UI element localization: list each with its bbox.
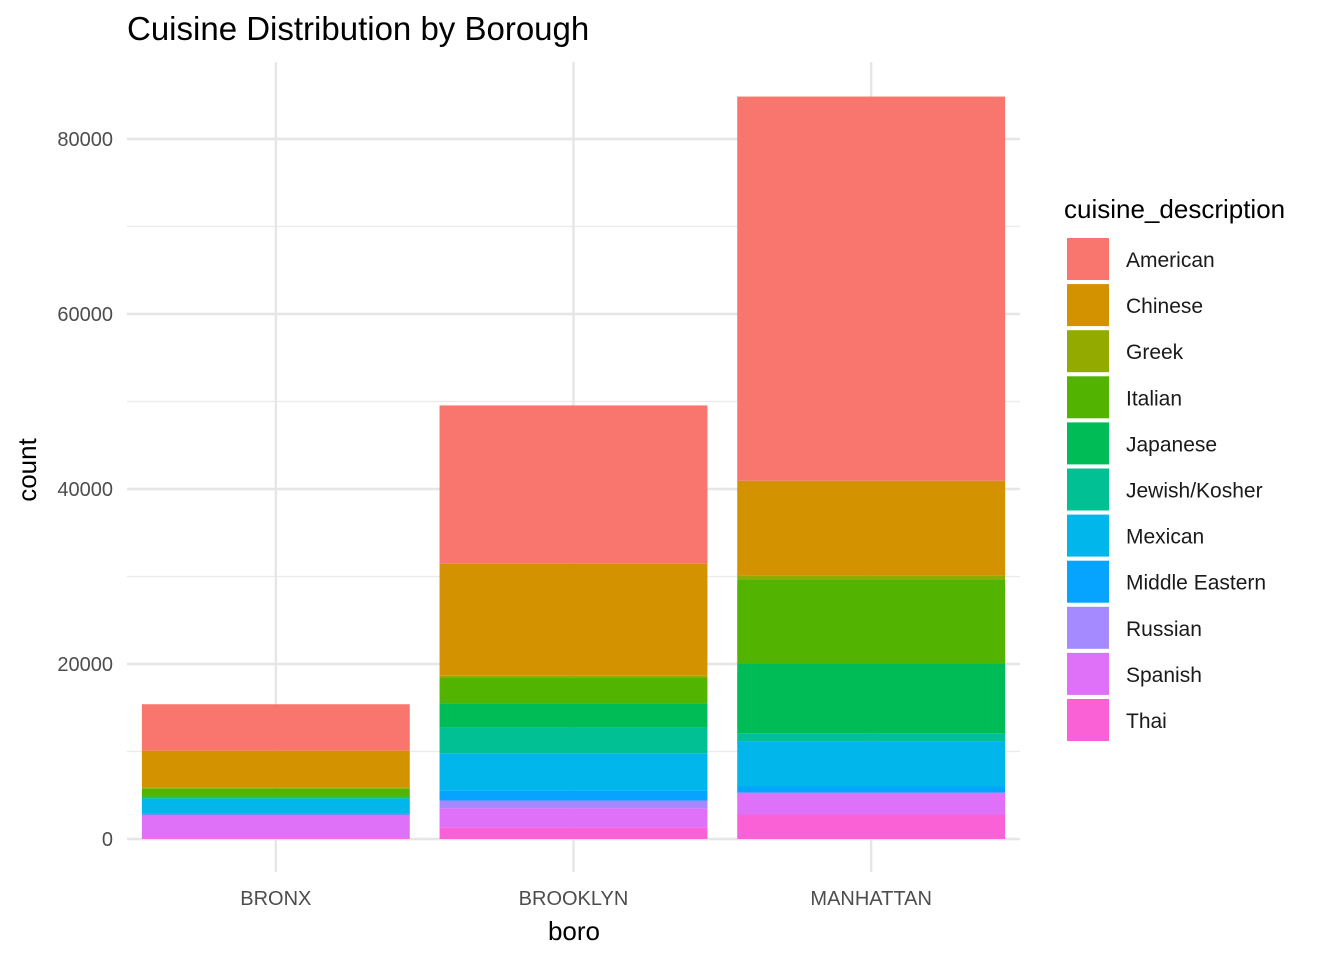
bar-segment-chinese-brooklyn [439,563,708,676]
legend-label: Jewish/Kosher [1126,480,1263,503]
chart-title: Cuisine Distribution by Borough [127,10,589,47]
y-tick-label: 80000 [57,129,113,151]
y-tick-label: 20000 [57,654,113,676]
bar-segment-jewish-kosher-manhattan [737,733,1006,742]
legend-label: Japanese [1126,433,1217,456]
legend-key [1067,652,1109,695]
bar-segment-jewish-kosher-brooklyn [439,727,708,754]
legend-key [1067,514,1109,557]
legend-key [1067,606,1109,649]
legend-title: cuisine_description [1064,194,1285,224]
y-tick-label: 60000 [57,304,113,326]
bar-segment-mexican-brooklyn [439,753,708,791]
bar-segment-spanish-brooklyn [439,808,708,828]
bar-segment-american-bronx [141,704,410,751]
legend-label: Greek [1126,341,1184,364]
bar-segment-american-manhattan [737,96,1006,481]
bar-segment-thai-bronx [141,838,410,839]
bar-segment-middle-eastern-brooklyn [439,790,708,801]
legend-label: Mexican [1126,526,1204,549]
bar-segment-middle-eastern-bronx [141,813,410,815]
legend-label: American [1126,249,1215,272]
bar-segment-italian-brooklyn [439,678,708,704]
bar-segment-jewish-kosher-bronx [141,797,410,799]
bar-segment-mexican-manhattan [737,741,1006,787]
legend-key [1067,330,1109,373]
bar-segment-japanese-bronx [141,796,410,798]
legend-label: Chinese [1126,295,1203,318]
bar-segment-greek-bronx [141,787,410,789]
legend-label: Spanish [1126,664,1202,687]
legend-label: Russian [1126,618,1202,641]
legend-key [1067,560,1109,603]
x-tick-label: MANHATTAN [810,888,931,910]
bar-segment-mexican-bronx [141,798,410,814]
legend-key [1067,422,1109,465]
bar-segment-japanese-manhattan [737,663,1006,734]
bars [141,96,1006,839]
legend-label: Middle Eastern [1126,572,1266,595]
legend-key [1067,284,1109,327]
bar-segment-middle-eastern-manhattan [737,786,1006,793]
bar-segment-greek-manhattan [737,575,1006,580]
x-tick-label: BROOKLYN [519,888,629,910]
bar-segment-russian-brooklyn [439,800,708,809]
y-tick-label: 40000 [57,479,113,501]
legend-label: Italian [1126,387,1182,410]
bar-segment-chinese-bronx [141,750,410,788]
bar-segment-italian-bronx [141,788,410,797]
x-tick-label: BRONX [240,888,311,910]
bar-segment-spanish-manhattan [737,792,1006,815]
y-axis-title: count [12,437,42,501]
y-axis-ticks: 0 20000 40000 60000 80000 [57,129,113,851]
legend-key [1067,376,1109,419]
legend-key [1067,238,1109,280]
y-tick-label: 0 [102,829,113,851]
x-axis-ticks: BRONX BROOKLYN MANHATTAN [240,888,932,910]
legend-key [1067,699,1109,741]
bar-segment-american-brooklyn [439,405,708,564]
legend-label: Thai [1126,710,1167,733]
x-axis-title: boro [548,916,600,946]
bar-segment-chinese-manhattan [737,480,1006,576]
bar-segment-spanish-bronx [141,814,410,839]
legend: cuisine_description American Chinese Greek… [1064,194,1285,741]
bar-segment-thai-brooklyn [439,827,708,839]
bar-segment-greek-brooklyn [439,675,708,678]
legend-key [1067,468,1109,511]
bar-segment-thai-manhattan [737,814,1006,839]
bar-segment-japanese-brooklyn [439,703,708,728]
bar-segment-italian-manhattan [737,579,1006,664]
